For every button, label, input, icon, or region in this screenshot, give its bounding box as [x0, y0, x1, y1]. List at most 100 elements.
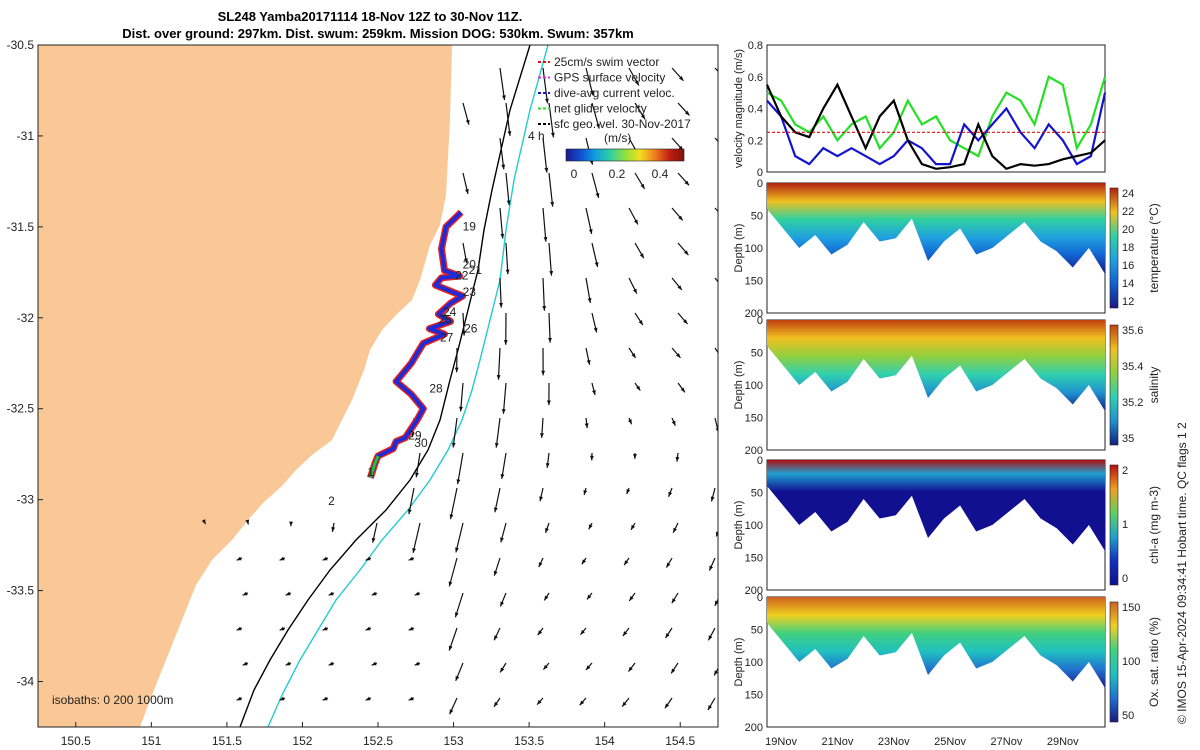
map-x-tick-label: 151 — [141, 734, 161, 748]
velocity-arrow-head — [636, 385, 641, 391]
velocity-arrow-shaft — [497, 347, 501, 380]
panel-chl-a: 0 50 100 150 200 Depth (m) 2 1 0 chl-a (mg m-3) — [733, 455, 1161, 597]
velocity-arrow-head — [279, 696, 285, 701]
velocity-arrow-head — [548, 337, 552, 343]
velocity-arrow-head — [639, 253, 644, 259]
velocity-arrow-shaft — [628, 733, 635, 742]
velocity-arrow-head — [584, 423, 589, 429]
velocity-arrow-head — [415, 732, 420, 736]
velocity-arrow-head — [236, 626, 242, 631]
title-line-1: SL248 Yamba20171114 18-Nov 12Z to 30-Nov… — [218, 9, 523, 24]
velocity-arrow-shaft — [714, 733, 721, 745]
velocity-arrow-head — [242, 661, 248, 666]
velocity-arrow-shaft — [720, 453, 721, 468]
velocity-arrow-head — [724, 393, 728, 398]
velocity-arrow-head — [448, 581, 453, 587]
velocity-arrow-head — [591, 389, 596, 395]
velocity-arrow-head — [581, 559, 587, 565]
velocity-arrow-head — [588, 524, 593, 530]
velocity-arrow-head — [414, 661, 420, 666]
velocity-arrow-head — [626, 489, 631, 495]
velocity-arrow-shaft — [721, 173, 732, 186]
velocity-arrow-head — [709, 565, 714, 571]
map-x-tick-label: 154.5 — [665, 734, 695, 748]
velocity-arrow-head — [665, 633, 670, 639]
velocity-arrow-head — [714, 670, 718, 676]
map-y-tick-label: -31 — [17, 129, 35, 143]
velocity-arrow-head — [666, 562, 671, 568]
velocity-arrow-head — [622, 631, 628, 636]
velocity-arrow-shaft — [499, 67, 506, 101]
velocity-arrow-shaft — [505, 172, 510, 206]
map-colorbar-tick-label: 0 — [571, 167, 578, 181]
map-colorbar: (m/s) 0 0.2 0.4 — [565, 131, 685, 181]
velocity-arrow-head — [585, 665, 591, 671]
panel-y-tick-label: 100 — [745, 243, 763, 255]
velocity-arrow-shaft — [542, 277, 546, 311]
velocity-arrow-shaft — [449, 487, 458, 520]
heatmap-section-salinity — [767, 320, 1105, 411]
map-x-tick-label: 153.5 — [514, 734, 544, 748]
colorbar-tick-label: 150 — [1122, 602, 1140, 614]
velocity-arrow-head — [289, 521, 294, 527]
panel-y-tick-label: 50 — [751, 211, 763, 223]
velocity-arrow-shaft — [499, 207, 504, 239]
panel-y-label: Depth (m) — [733, 361, 745, 410]
velocity-arrow-shaft — [500, 733, 506, 740]
velocity-arrow-head — [673, 527, 677, 533]
velocity-arrow-head — [322, 556, 328, 561]
velocity-series-sfc_geo — [765, 82, 1106, 171]
colorbar-tick-label: 1 — [1122, 519, 1128, 531]
panel-y-tick-label: 0.6 — [748, 72, 763, 84]
panel-y-label: velocity magnitude (m/s) — [733, 49, 745, 168]
colorbar-label: chl-a (mg m-3) — [1147, 486, 1161, 564]
panel-y-tick-label: 50 — [751, 488, 763, 500]
velocity-arrow-head — [500, 601, 504, 607]
velocity-arrow-head — [541, 370, 546, 376]
panel-salinity: 0 50 100 150 200 Depth (m) 35.6 35.4 35.2 35 salin… — [733, 315, 1161, 457]
velocity-arrow-head — [322, 696, 328, 701]
velocity-arrow-head — [587, 298, 592, 303]
velocity-arrow-head — [500, 233, 505, 239]
velocity-arrow-head — [680, 387, 685, 393]
velocity-arrow-head — [596, 123, 600, 129]
velocity-arrow-head — [414, 591, 420, 596]
legend-label: net glider velocity — [554, 102, 647, 116]
velocity-arrow-head — [455, 675, 460, 681]
velocity-arrow-shaft — [495, 417, 501, 448]
panel-x-tick-label: 29Nov — [1047, 736, 1079, 748]
velocity-arrow-head — [585, 736, 589, 741]
velocity-arrow-shaft — [548, 312, 551, 343]
velocity-arrow-head — [496, 374, 501, 380]
colorbar-tick-label: 35 — [1122, 433, 1134, 445]
velocity-arrow-head — [550, 201, 555, 207]
velocity-arrow-shaft — [721, 243, 732, 256]
colorbar-tick-label: 50 — [1122, 710, 1134, 722]
panel-y-label: Depth (m) — [733, 638, 745, 687]
track-blue — [368, 210, 465, 479]
panel-y-tick-label: 100 — [745, 657, 763, 669]
velocity-arrow-head — [579, 700, 585, 706]
panel-y-tick-label: 50 — [751, 348, 763, 360]
velocity-arrow-head — [544, 595, 549, 601]
velocity-arrow-head — [499, 302, 503, 308]
velocity-arrow-head — [201, 519, 206, 525]
map-x-tick-label: 150.5 — [61, 734, 91, 748]
colorbar-temperature — [1109, 187, 1119, 309]
panel-y-tick-label: 150 — [745, 690, 763, 702]
velocity-arrow-head — [580, 629, 585, 635]
track-day-label: 25 — [438, 312, 452, 326]
velocity-arrow-head — [721, 286, 725, 291]
velocity-arrow-head — [494, 635, 498, 641]
velocity-arrow-shaft — [585, 733, 592, 741]
track-day-label: 19 — [463, 220, 477, 234]
velocity-arrow-head — [454, 367, 459, 373]
velocity-arrow-shaft — [542, 207, 547, 242]
panel-y-tick-label: 0 — [757, 455, 763, 467]
velocity-arrow-head — [493, 507, 498, 513]
velocity-arrow-head — [708, 635, 713, 641]
velocity-arrow-head — [505, 269, 510, 275]
panel-y-tick-label: 200 — [745, 585, 763, 597]
